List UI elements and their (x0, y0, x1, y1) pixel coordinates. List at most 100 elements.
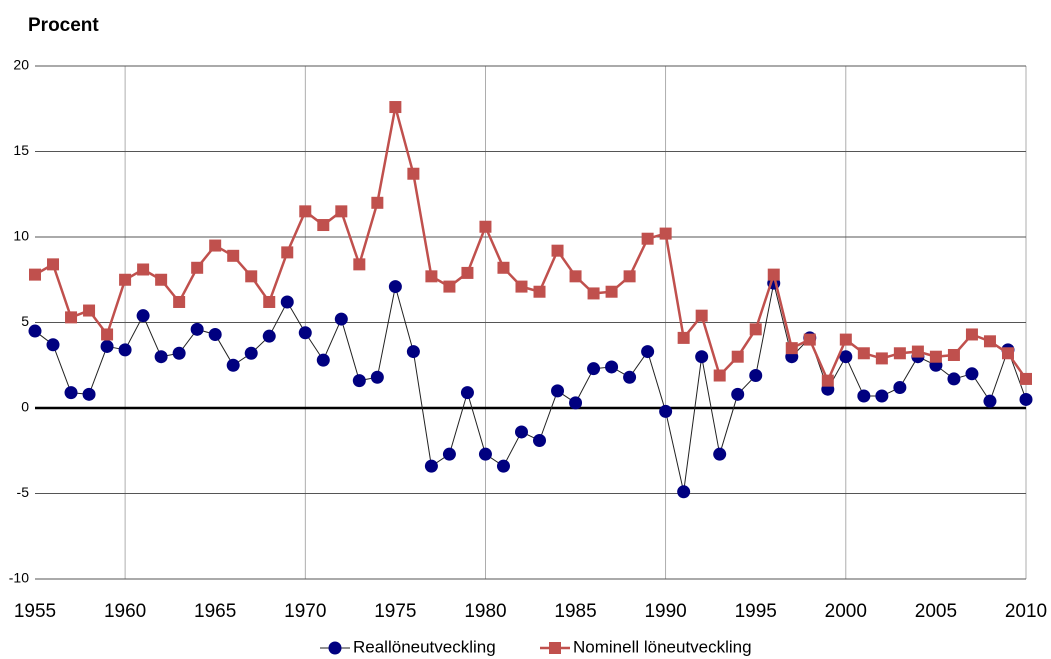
data-point (749, 323, 762, 336)
data-point (569, 396, 583, 410)
data-point (911, 345, 924, 358)
data-point (875, 352, 888, 365)
data-point (1001, 347, 1014, 360)
data-point (893, 347, 906, 360)
y-tick-label: 0 (21, 399, 29, 415)
data-point (803, 333, 816, 346)
data-point (533, 433, 547, 447)
series-line (34, 106, 1028, 384)
data-point (767, 268, 780, 281)
y-tick-label: 10 (13, 228, 29, 244)
x-tick-label: 1960 (104, 601, 146, 622)
data-point (389, 101, 402, 114)
x-tick-label: 2010 (1005, 601, 1047, 622)
data-point (208, 327, 222, 341)
data-point (299, 205, 312, 218)
data-point (695, 350, 709, 364)
data-point (64, 386, 78, 400)
data-point (406, 345, 420, 359)
data-point (118, 343, 132, 357)
data-point (551, 244, 564, 257)
legend-label: Nominell löneutveckling (573, 637, 752, 656)
data-point (514, 425, 528, 439)
data-point (245, 270, 258, 283)
data-point (154, 350, 168, 364)
data-point (623, 370, 637, 384)
data-point (731, 350, 744, 363)
data-point (136, 309, 150, 323)
data-point (443, 280, 456, 293)
data-point (29, 268, 41, 281)
data-point (533, 285, 546, 298)
data-point (262, 329, 276, 343)
data-point (478, 447, 492, 461)
data-point (587, 287, 600, 300)
legend-item: Nominell löneutveckling (540, 637, 752, 656)
data-point (226, 358, 240, 372)
data-point (659, 227, 672, 240)
data-point (65, 311, 78, 324)
data-point (172, 346, 186, 360)
data-point (137, 263, 150, 276)
legend-item: Reallöneutveckling (320, 637, 496, 656)
legend-marker (328, 641, 342, 655)
data-point (785, 342, 798, 355)
data-point (190, 322, 204, 336)
data-point (551, 384, 565, 398)
y-tick-label: -10 (9, 570, 29, 586)
data-point (263, 295, 276, 308)
data-point (857, 347, 870, 360)
x-tick-label: 1985 (554, 601, 596, 622)
data-point (334, 312, 348, 326)
data-point (641, 232, 654, 245)
data-point (857, 389, 871, 403)
data-point (947, 348, 960, 361)
data-point (641, 345, 655, 359)
y-tick-label: 15 (13, 142, 29, 158)
y-tick-label: -5 (17, 484, 30, 500)
data-point (28, 324, 42, 338)
data-point (713, 369, 726, 382)
data-point (1019, 392, 1033, 406)
data-point (749, 369, 763, 383)
data-point (281, 246, 294, 259)
x-tick-label: 1970 (284, 601, 326, 622)
data-point (983, 335, 996, 348)
y-tick-label: 20 (13, 57, 29, 73)
x-tick-label: 1955 (14, 601, 56, 622)
data-point (353, 258, 366, 271)
data-point (515, 280, 528, 293)
data-point (46, 338, 60, 352)
data-point (352, 374, 366, 388)
x-tick-label: 1980 (464, 601, 506, 622)
data-point (965, 367, 979, 381)
data-point (461, 266, 474, 279)
data-point (839, 350, 853, 364)
data-point (659, 404, 673, 418)
data-point (388, 280, 402, 294)
data-point (875, 389, 889, 403)
data-point (370, 370, 384, 384)
data-point (731, 387, 745, 401)
y-axis-label: Procent (28, 15, 99, 36)
data-point (965, 328, 978, 341)
data-point (119, 273, 132, 286)
legend-marker (549, 642, 561, 654)
data-point (587, 362, 601, 376)
data-point (947, 372, 961, 386)
data-point (695, 309, 708, 322)
data-point (101, 328, 114, 341)
data-point (623, 270, 636, 283)
data-point (677, 485, 691, 499)
data-point (173, 295, 186, 308)
data-point (371, 196, 384, 209)
data-point (839, 333, 852, 346)
data-point (47, 258, 60, 271)
data-point (317, 219, 330, 232)
data-point (100, 339, 114, 353)
x-tick-label: 1975 (374, 601, 416, 622)
data-point (893, 380, 907, 394)
data-point (497, 261, 510, 274)
data-point (191, 261, 204, 274)
